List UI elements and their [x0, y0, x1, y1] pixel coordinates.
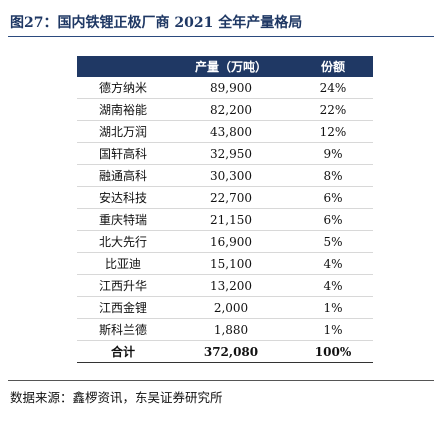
table-row: 北大先行 16,900 5%: [77, 230, 373, 253]
company-name: 湖南裕能: [77, 98, 169, 121]
share-value: 22%: [293, 98, 373, 121]
company-name: 湖北万润: [77, 120, 169, 143]
output-value: 1,880: [169, 318, 293, 341]
total-label: 合计: [77, 340, 169, 363]
table-row: 融通高科 30,300 8%: [77, 164, 373, 187]
company-name: 融通高科: [77, 164, 169, 187]
table-row: 德方纳米 89,900 24%: [77, 77, 373, 99]
table-row: 湖北万润 43,800 12%: [77, 120, 373, 143]
output-value: 82,200: [169, 98, 293, 121]
share-value: 1%: [293, 296, 373, 319]
company-name: 北大先行: [77, 230, 169, 253]
share-value: 1%: [293, 318, 373, 341]
company-name: 国轩高科: [77, 142, 169, 165]
table-row: 比亚迪 15,100 4%: [77, 252, 373, 275]
table-row: 斯科兰德 1,880 1%: [77, 318, 373, 341]
share-value: 12%: [293, 120, 373, 143]
table-row: 安达科技 22,700 6%: [77, 186, 373, 209]
production-table: 产量（万吨） 份额 德方纳米 89,900 24% 湖南裕能 82,200 22…: [77, 56, 373, 363]
header-share: 份额: [293, 56, 373, 77]
output-value: 89,900: [169, 77, 293, 99]
table-header-row: 产量（万吨） 份额: [77, 56, 373, 77]
output-value: 21,150: [169, 208, 293, 231]
source-note: 数据来源：鑫椤资讯，东吴证券研究所: [10, 390, 223, 405]
company-name: 安达科技: [77, 186, 169, 209]
output-value: 32,950: [169, 142, 293, 165]
figure-title: 图27：国内铁锂正极厂商 2021 全年产量格局: [10, 15, 303, 31]
output-value: 22,700: [169, 186, 293, 209]
share-value: 4%: [293, 252, 373, 275]
share-value: 5%: [293, 230, 373, 253]
share-value: 8%: [293, 164, 373, 187]
total-output: 372,080: [169, 340, 293, 363]
source-rule: [8, 380, 434, 381]
company-name: 江西金锂: [77, 296, 169, 319]
total-share: 100%: [293, 340, 373, 363]
output-value: 13,200: [169, 274, 293, 297]
table-row: 重庆特瑞 21,150 6%: [77, 208, 373, 231]
table-row: 湖南裕能 82,200 22%: [77, 98, 373, 121]
table-row: 国轩高科 32,950 9%: [77, 142, 373, 165]
share-value: 4%: [293, 274, 373, 297]
header-company: [77, 56, 169, 77]
company-name: 江西升华: [77, 274, 169, 297]
company-name: 重庆特瑞: [77, 208, 169, 231]
share-value: 9%: [293, 142, 373, 165]
total-row: 合计 372,080 100%: [77, 340, 373, 363]
share-value: 6%: [293, 208, 373, 231]
company-name: 比亚迪: [77, 252, 169, 275]
share-value: 24%: [293, 77, 373, 99]
company-name: 德方纳米: [77, 77, 169, 99]
output-value: 30,300: [169, 164, 293, 187]
output-value: 2,000: [169, 296, 293, 319]
company-name: 斯科兰德: [77, 318, 169, 341]
table-row: 江西金锂 2,000 1%: [77, 296, 373, 319]
output-value: 43,800: [169, 120, 293, 143]
header-output: 产量（万吨）: [169, 56, 293, 77]
output-value: 16,900: [169, 230, 293, 253]
title-rule: [8, 36, 434, 37]
output-value: 15,100: [169, 252, 293, 275]
table-row: 江西升华 13,200 4%: [77, 274, 373, 297]
share-value: 6%: [293, 186, 373, 209]
